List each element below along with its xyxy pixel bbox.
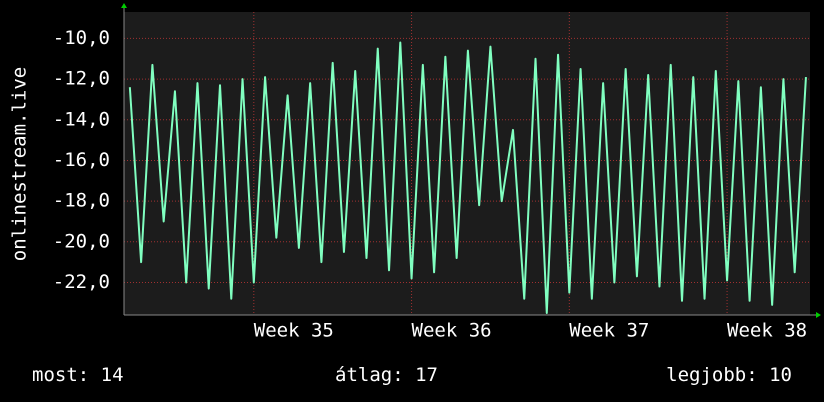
axis-arrow: [121, 3, 127, 8]
stat: átlag: 17: [335, 364, 438, 386]
y-tick-label: -22,0: [53, 271, 110, 293]
y-tick-label: -16,0: [53, 149, 110, 171]
stat: legjobb: 10: [666, 364, 792, 386]
data-line: [128, 41, 807, 314]
y-axis-label: onlinestream.live: [9, 67, 31, 261]
y-tick-label: -10,0: [53, 27, 110, 49]
y-tick-label: -20,0: [53, 230, 110, 252]
stat-label: most:: [32, 364, 89, 386]
stat-value: 10: [769, 364, 792, 386]
x-tick-label: Week 35: [254, 320, 334, 342]
x-tick-label: Week 37: [569, 320, 649, 342]
stat-label: legjobb:: [666, 364, 758, 386]
y-tick-label: -12,0: [53, 68, 110, 90]
x-tick-label: Week 38: [727, 320, 807, 342]
stat: most: 14: [32, 364, 124, 386]
y-tick-label: -18,0: [53, 190, 110, 212]
axis-arrow: [816, 312, 821, 318]
stat-value: 17: [415, 364, 438, 386]
y-tick-label: -14,0: [53, 108, 110, 130]
x-tick-label: Week 36: [412, 320, 492, 342]
stat-value: 14: [101, 364, 124, 386]
stat-label: átlag:: [335, 364, 404, 386]
